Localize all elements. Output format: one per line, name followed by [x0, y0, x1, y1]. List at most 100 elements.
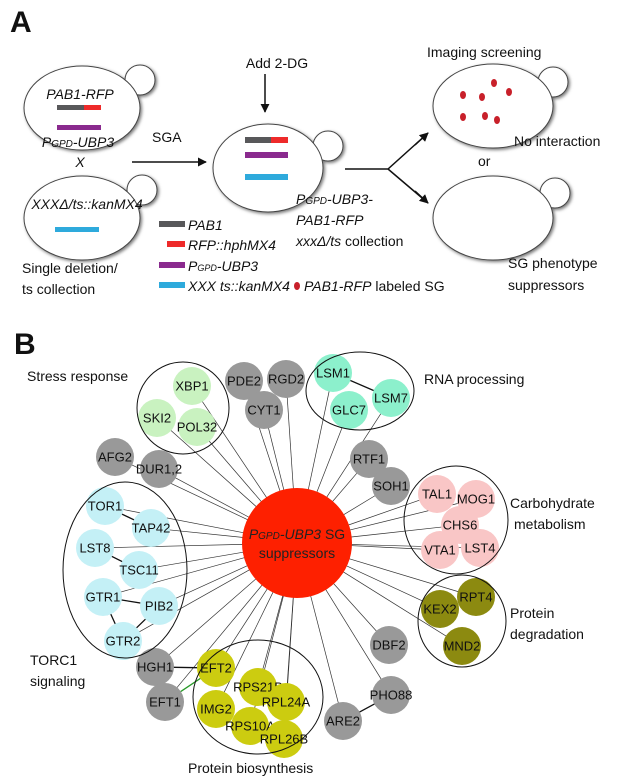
deletion-cell	[23, 174, 158, 261]
node-circle	[86, 487, 124, 525]
strain-line2: PAB1-RFP	[296, 212, 364, 228]
torc1-label-2: signaling	[30, 673, 85, 689]
strain-line3: xxxΔ/ts collection	[295, 233, 403, 249]
carb-label-1: Carbohydrate	[510, 495, 595, 511]
bio-label: Protein biosynthesis	[188, 760, 313, 776]
node-label: AFG2	[98, 450, 132, 465]
stress-label: Stress response	[27, 368, 128, 384]
node-label: LST4	[464, 541, 495, 556]
node-label: CYT1	[247, 403, 280, 418]
strain-line1: PGPD-UBP3-	[296, 191, 373, 207]
edge-rpt4	[344, 557, 462, 594]
node-label: RPS10A	[225, 719, 275, 734]
node-label: LSM1	[316, 366, 350, 381]
node-circle	[231, 707, 269, 745]
node-label: PDE2	[227, 374, 261, 389]
edge-pib2	[172, 563, 252, 601]
ubp3-bar	[57, 125, 101, 130]
node-label: XBP1	[175, 379, 208, 394]
sga-label: SGA	[152, 129, 182, 145]
edge-tap42	[165, 528, 248, 539]
node-hgh1: HGH1	[136, 648, 174, 686]
node-circle	[225, 362, 263, 400]
node-circle	[173, 367, 211, 405]
node-kex2: KEX2	[421, 590, 459, 628]
node-label: RTF1	[353, 452, 385, 467]
node-glc7: GLC7	[330, 391, 368, 429]
edge-rps21b	[261, 591, 285, 673]
node-circle	[197, 649, 235, 687]
edge-pol32	[206, 438, 265, 506]
node-label: MND2	[444, 639, 481, 654]
node-circle	[370, 626, 408, 664]
node-dur1-2: DUR1,2	[136, 450, 182, 488]
node-circle	[136, 648, 174, 686]
node-circle	[443, 627, 481, 665]
group-labels: Stress response RNA processing Carbohydr…	[27, 368, 595, 776]
collection-line2: ts collection	[22, 281, 95, 297]
stress-outline	[136, 361, 230, 455]
cell-pab1-bar	[245, 137, 271, 143]
node-label: VTA1	[424, 543, 456, 558]
pgpd-ubp3-label: PGPD-UBP3	[42, 134, 114, 150]
svg-text:PGPD-UBP3: PGPD-UBP3	[188, 258, 258, 274]
node-label: ARE2	[326, 714, 360, 729]
add-2dg-label: Add 2-DG	[246, 55, 308, 71]
node-label: TOR1	[88, 499, 122, 514]
node-circle	[104, 622, 142, 660]
node-circle	[461, 529, 499, 567]
node-circle	[132, 509, 170, 547]
edge-rtf1	[329, 470, 360, 506]
edge-dur1,2	[172, 475, 254, 520]
node-label: GTR1	[86, 590, 121, 605]
edge-lst8	[109, 543, 248, 549]
rna-outline	[305, 351, 415, 431]
node-are2: ARE2	[324, 702, 362, 740]
edge-pho88	[323, 585, 384, 683]
node-dbf2: DBF2	[370, 626, 408, 664]
node-rps21b: RPS21B	[233, 668, 283, 706]
node-label: PIB2	[145, 599, 173, 614]
node-img2: IMG2	[197, 690, 235, 728]
svg-text:XXX ts::kanMX4: XXX ts::kanMX4	[187, 278, 290, 294]
node-gtr1: GTR1	[84, 578, 122, 616]
node-circle	[372, 467, 410, 505]
node-mnd2: MND2	[443, 627, 481, 665]
node-lst4: LST4	[461, 529, 499, 567]
edge-ski2	[168, 427, 260, 510]
cross-symbol: X	[74, 154, 85, 170]
cell-kanmx4-bar	[245, 174, 288, 180]
node-circle	[372, 676, 410, 714]
node-pho88: PHO88	[370, 676, 412, 714]
node-label: EFT1	[149, 695, 181, 710]
network-nodes: XBP1 SKI2 POL32 PDE2 RGD2 CYT1 LSM1 LSM7 GLC7 AFG…	[76, 354, 499, 758]
deg-outline	[417, 574, 507, 668]
node-label: GLC7	[332, 403, 366, 418]
svg-text:RFP::hphMX4: RFP::hphMX4	[188, 237, 276, 253]
torc1-outline	[62, 481, 188, 659]
sga-cell	[212, 123, 344, 213]
node-lst8: LST8	[76, 529, 114, 567]
node-rpl24a: RPL24A	[262, 683, 311, 721]
node-cyt1: CYT1	[245, 391, 283, 429]
node-label: LSM7	[374, 391, 408, 406]
node-circle	[314, 354, 352, 392]
node-gtr2: GTR2	[104, 622, 142, 660]
branch-arrow-up	[414, 132, 429, 146]
edge-soh1	[339, 493, 379, 518]
node-circle	[96, 438, 134, 476]
deg-label-2: degradation	[510, 626, 584, 642]
node-label: RPT4	[459, 590, 492, 605]
suppressors-line1: SG phenotype	[508, 255, 598, 271]
node-label: SOH1	[373, 479, 408, 494]
deletion-label: XXXΔ/ts::kanMX4	[30, 196, 143, 212]
sg-granules	[460, 79, 512, 124]
node-label: TSC11	[119, 563, 159, 578]
node-circle	[372, 379, 410, 417]
rfp-bar	[84, 105, 101, 110]
node-label: HGH1	[137, 660, 173, 675]
suppressor-cell	[432, 175, 571, 261]
edge-tal1	[344, 498, 423, 527]
node-circle	[138, 399, 176, 437]
